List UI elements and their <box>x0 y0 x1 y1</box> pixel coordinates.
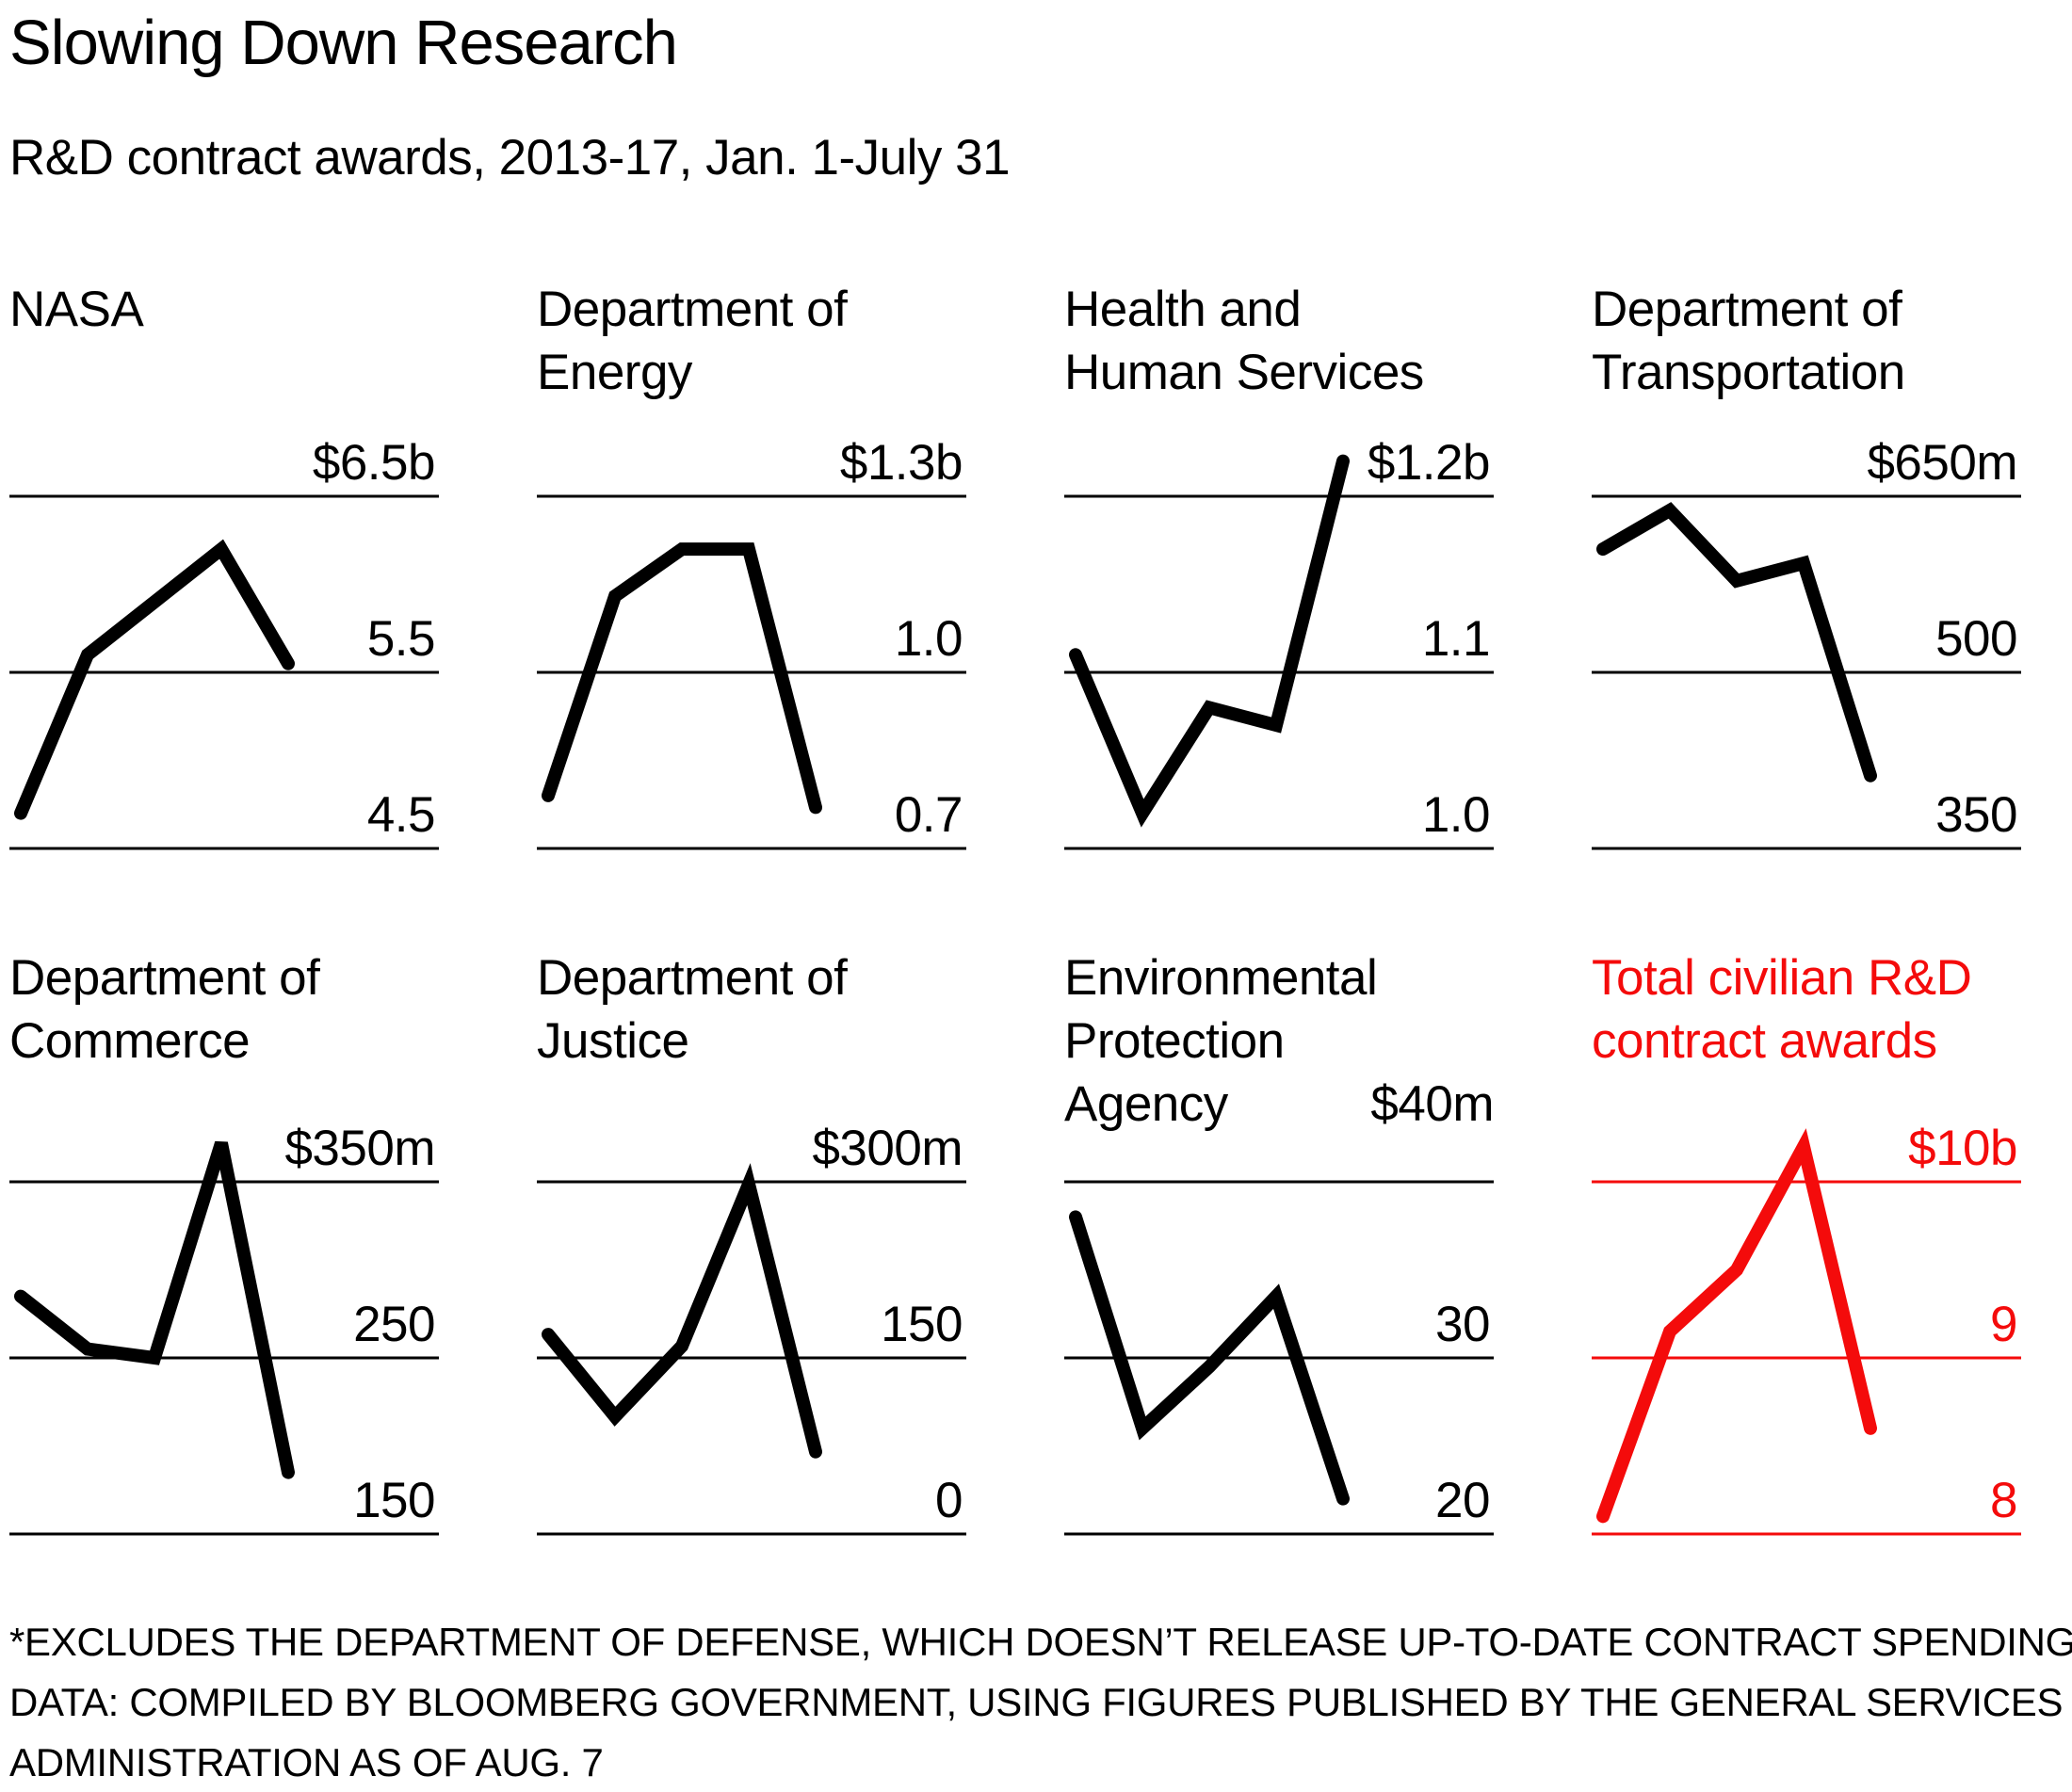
axis-label-nasa-0: $6.5b <box>313 435 435 491</box>
axis-label-hhs-1: 1.1 <box>1422 611 1490 667</box>
chart-cell-total-civilian: Total civilian R&D contract awards $10b 9 8 <box>1592 946 2021 1606</box>
axis-label-hhs-0: $1.2b <box>1368 435 1490 491</box>
chart-title-line: Total civilian R&D <box>1592 950 1972 1006</box>
chart-title-epa: Environmental Protection Agency $40m <box>1064 946 1494 1136</box>
axis-label-energy-2: 0.7 <box>895 787 963 843</box>
sparkline-nasa: $6.5b 5.5 4.5 <box>9 435 439 850</box>
sparkline-hhs: $1.2b 1.1 1.0 <box>1064 435 1494 850</box>
chart-title-line: Department of <box>9 950 320 1006</box>
chart-title-line: Protection <box>1064 1013 1285 1069</box>
axis-label-justice-2: 0 <box>935 1473 963 1528</box>
page-subtitle: R&D contract awards, 2013-17, Jan. 1-Jul… <box>9 130 1011 186</box>
chart-title-line: Transportation <box>1592 345 1905 400</box>
chart-title-line: NASA <box>9 282 144 337</box>
data-line-justice <box>542 1163 822 1459</box>
sparkline-commerce: $350m 250 150 <box>9 1121 439 1536</box>
axis-label-top-inline: $40m <box>1370 1076 1494 1132</box>
chart-title-line: Agency <box>1064 1076 1228 1132</box>
axis-label-energy-1: 1.0 <box>895 611 963 667</box>
axis-label-justice-0: $300m <box>812 1121 963 1176</box>
axis-label-energy-0: $1.3b <box>840 435 963 491</box>
footnote-line-3: ADMINISTRATION AS OF AUG. 7 <box>9 1740 604 1784</box>
chart-cell-justice: Department of Justice $300m 150 0 <box>537 946 966 1606</box>
axis-label-epa-2: 20 <box>1435 1473 1490 1528</box>
axis-label-total-civilian-2: 8 <box>1990 1473 2017 1528</box>
chart-title-line: Human Services <box>1064 345 1424 400</box>
axis-label-justice-1: 150 <box>881 1297 963 1352</box>
sparkline-transportation: $650m 500 350 <box>1592 435 2021 850</box>
chart-title-total-civilian: Total civilian R&D contract awards <box>1592 946 2021 1073</box>
axis-label-transportation-2: 350 <box>1935 787 2017 843</box>
footnote-line-1: *EXCLUDES THE DEPARTMENT OF DEFENSE, WHI… <box>9 1620 2072 1664</box>
chart-title-hhs: Health and Human Services <box>1064 278 1494 404</box>
sparkline-justice: $300m 150 0 <box>537 1121 966 1536</box>
chart-title-line: Energy <box>537 345 692 400</box>
footnote: *EXCLUDES THE DEPARTMENT OF DEFENSE, WHI… <box>9 1612 2072 1792</box>
page-title: Slowing Down Research <box>9 8 678 78</box>
chart-title-line: Justice <box>537 1013 689 1069</box>
chart-cell-epa: Environmental Protection Agency $40m 30 20 <box>1064 946 1494 1606</box>
chart-cell-transportation: Department of Transportation $650m 500 350 <box>1592 278 2021 937</box>
axis-label-transportation-1: 500 <box>1935 611 2017 667</box>
axis-label-commerce-1: 250 <box>353 1297 435 1352</box>
chart-cell-energy: Department of Energy $1.3b 1.0 0.7 <box>537 278 966 937</box>
data-line-epa <box>1069 1210 1350 1506</box>
chart-title-line: Department of <box>537 950 848 1006</box>
chart-title-line: Department of <box>1592 282 1902 337</box>
chart-title-nasa: NASA <box>9 278 439 341</box>
axis-label-nasa-1: 5.5 <box>367 611 435 667</box>
chart-title-line: Department of <box>537 282 848 337</box>
axis-label-commerce-2: 150 <box>353 1473 435 1528</box>
axis-label-commerce-0: $350m <box>284 1121 435 1176</box>
axis-label-total-civilian-1: 9 <box>1990 1297 2017 1352</box>
footnote-line-2: DATA: COMPILED BY BLOOMBERG GOVERNMENT, … <box>9 1680 2064 1724</box>
data-line-hhs <box>1069 454 1350 828</box>
data-line-transportation <box>1596 502 1877 783</box>
data-line-total-civilian <box>1596 1128 1877 1524</box>
data-line-commerce <box>14 1140 295 1479</box>
sparkline-epa: 30 20 <box>1064 1180 1494 1536</box>
chart-title-line: Commerce <box>9 1013 251 1069</box>
axis-label-transportation-0: $650m <box>1867 435 2017 491</box>
data-line-energy <box>542 542 822 815</box>
axis-label-nasa-2: 4.5 <box>367 787 435 843</box>
chart-title-justice: Department of Justice <box>537 946 966 1073</box>
axis-label-hhs-2: 1.0 <box>1422 787 1490 843</box>
chart-cell-hhs: Health and Human Services $1.2b 1.1 1.0 <box>1064 278 1494 937</box>
chart-cell-commerce: Department of Commerce $350m 250 150 <box>9 946 439 1606</box>
data-line-nasa <box>14 539 295 820</box>
axis-label-total-civilian-0: $10b <box>1908 1121 2017 1176</box>
chart-title-line: contract awards <box>1592 1013 1937 1069</box>
chart-cell-nasa: NASA $6.5b 5.5 4.5 <box>9 278 439 937</box>
sparkline-total-civilian: $10b 9 8 <box>1592 1121 2021 1536</box>
chart-title-commerce: Department of Commerce <box>9 946 439 1073</box>
sparkline-energy: $1.3b 1.0 0.7 <box>537 435 966 850</box>
chart-title-line: Health and <box>1064 282 1302 337</box>
axis-label-epa-1: 30 <box>1435 1297 1490 1352</box>
chart-title-line: Environmental <box>1064 950 1378 1006</box>
chart-title-energy: Department of Energy <box>537 278 966 404</box>
chart-title-transportation: Department of Transportation <box>1592 278 2021 404</box>
